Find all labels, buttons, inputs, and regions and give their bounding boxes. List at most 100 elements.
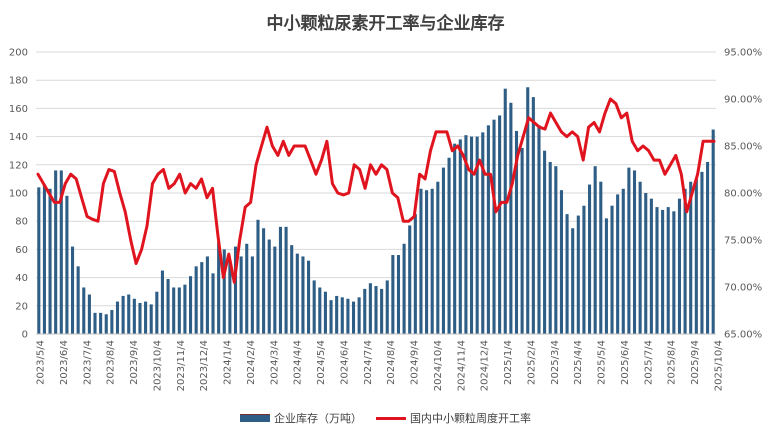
inventory-bar (205, 256, 209, 334)
left-axis-tick-label: 200 (9, 48, 28, 59)
inventory-bar (391, 255, 395, 334)
inventory-bar (481, 132, 485, 334)
inventory-bar (503, 88, 507, 334)
inventory-bar (245, 243, 249, 334)
x-axis-tick-label: 2024/12/4 (480, 340, 491, 391)
inventory-bar (301, 256, 305, 334)
inventory-bar (132, 298, 136, 334)
inventory-bar (172, 287, 176, 334)
inventory-bar (127, 294, 131, 334)
inventory-bar (610, 205, 614, 334)
inventory-bar (346, 298, 350, 334)
inventory-bar (42, 184, 46, 334)
inventory-bar (582, 205, 586, 334)
inventory-bar (408, 225, 412, 334)
x-axis-tick-label: 2024/2/4 (246, 340, 257, 385)
inventory-bar (295, 253, 299, 334)
inventory-bar (380, 288, 384, 334)
inventory-bar (357, 297, 361, 334)
right-axis-tick-label: 80.00% (724, 189, 762, 200)
inventory-bar (65, 195, 69, 334)
inventory-bar (593, 166, 597, 334)
left-axis-tick-label: 100 (9, 189, 28, 200)
inventory-bar (706, 161, 710, 334)
legend: 企业库存（万吨） 国内中小颗粒周度开工率 (0, 410, 771, 426)
legend-item-inventory: 企业库存（万吨） (240, 410, 362, 426)
left-axis-tick-label: 20 (15, 301, 28, 312)
inventory-bar (48, 188, 52, 334)
x-axis-tick-label: 2025/2/4 (527, 340, 538, 385)
inventory-bar (250, 256, 254, 334)
left-axis-tick-label: 160 (9, 104, 28, 115)
inventory-bar (711, 129, 715, 334)
legend-swatch-line (376, 416, 406, 420)
inventory-bar (267, 239, 271, 334)
inventory-bar (115, 301, 120, 334)
left-axis-tick-label: 180 (9, 76, 28, 87)
inventory-bar (644, 193, 648, 334)
inventory-bar (104, 314, 108, 334)
inventory-bar (121, 295, 125, 334)
inventory-bar (262, 228, 266, 334)
right-axis-tick-label: 75.00% (724, 236, 762, 247)
inventory-bar (649, 198, 653, 334)
x-axis-tick-label: 2025/3/4 (550, 340, 561, 385)
x-axis-tick-label: 2025/8/4 (667, 340, 678, 385)
inventory-bar (99, 312, 103, 334)
inventory-bar (588, 184, 592, 334)
legend-label-inventory: 企业库存（万吨） (274, 412, 362, 425)
x-axis-tick-label: 2025/1/4 (503, 340, 514, 385)
inventory-bar (694, 178, 698, 334)
inventory-bar (672, 211, 676, 334)
inventory-bar (363, 288, 367, 334)
x-axis-tick-label: 2023/10/4 (152, 340, 163, 391)
right-axis-tick-label: 70.00% (724, 283, 762, 294)
inventory-bar (222, 249, 226, 334)
right-axis-tick-label: 85.00% (724, 142, 762, 153)
inventory-bar (413, 214, 417, 334)
inventory-bar (351, 301, 356, 334)
inventory-bar (453, 143, 457, 334)
inventory-bar (655, 207, 659, 334)
inventory-bar (155, 291, 159, 334)
inventory-bar (323, 291, 327, 334)
inventory-bar (441, 167, 445, 334)
x-axis-tick-label: 2024/4/4 (293, 340, 304, 385)
inventory-bar (37, 187, 41, 334)
inventory-bar (82, 287, 86, 334)
inventory-bar (537, 125, 541, 334)
legend-swatch-bar (240, 414, 270, 422)
inventory-bar (228, 260, 232, 334)
inventory-bar (486, 125, 490, 334)
inventory-bar (700, 171, 704, 334)
inventory-bar (526, 87, 530, 334)
inventory-bar (329, 300, 333, 334)
inventory-bar (256, 219, 260, 334)
inventory-bar (666, 207, 670, 334)
inventory-bar (689, 181, 693, 334)
right-axis-tick-label: 90.00% (724, 95, 762, 106)
inventory-bar (385, 280, 389, 334)
inventory-bar (621, 188, 625, 334)
x-axis-tick-label: 2025/5/4 (597, 340, 608, 385)
inventory-bar (632, 170, 637, 334)
x-axis-tick-label: 2025/4/4 (573, 340, 584, 385)
inventory-bar (531, 97, 535, 335)
inventory-bar (144, 301, 148, 334)
x-axis-tick-label: 2023/6/4 (59, 340, 70, 385)
inventory-bar (284, 226, 288, 334)
inventory-bar (571, 228, 575, 334)
right-axis-tick-label: 95.00% (724, 48, 762, 59)
inventory-bar (677, 198, 682, 334)
inventory-bar (498, 115, 502, 334)
right-axis-tick-label: 65.00% (724, 330, 762, 341)
inventory-bar (520, 147, 524, 334)
x-axis-tick-label: 2023/12/4 (199, 340, 210, 391)
x-axis-tick-label: 2024/3/4 (269, 340, 280, 385)
x-axis-tick-label: 2024/5/4 (316, 340, 327, 385)
legend-item-operating-rate: 国内中小颗粒周度开工率 (376, 410, 531, 426)
inventory-bar (233, 246, 238, 334)
inventory-bar (54, 170, 58, 334)
